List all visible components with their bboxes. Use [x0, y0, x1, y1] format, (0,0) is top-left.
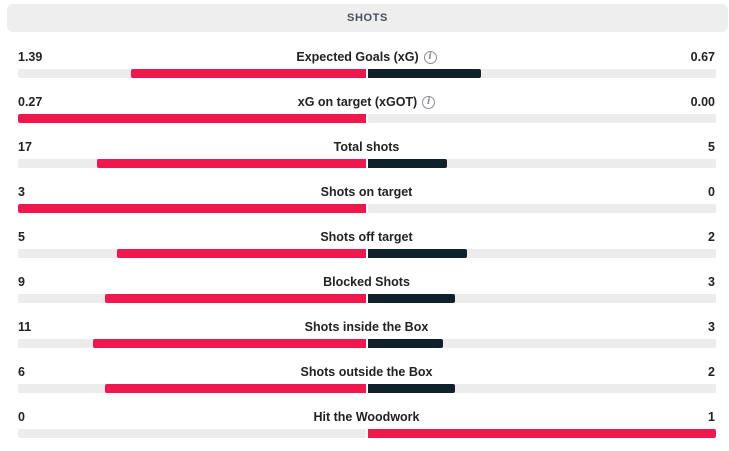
away-bar-fill [368, 69, 482, 78]
away-bar-fill [368, 429, 716, 438]
home-value: 0.27 [18, 95, 43, 109]
stat-label: Blocked Shots [18, 274, 715, 290]
stat-label-text: Blocked Shots [323, 275, 410, 289]
home-value: 9 [18, 275, 25, 289]
stat-label: Shots on target [18, 184, 715, 200]
home-bar-track [18, 294, 366, 303]
home-bar-track [18, 159, 366, 168]
away-bar-fill [368, 294, 455, 303]
away-bar-track [368, 384, 716, 393]
stat-label-text: Shots on target [320, 185, 413, 199]
stat-label-text: Total shots [333, 140, 400, 154]
home-bar-track [18, 249, 366, 258]
home-value: 0 [18, 410, 25, 424]
stat-row: 5 Shots off target 2 [18, 229, 716, 269]
stat-label: Shots inside the Box [18, 319, 715, 335]
stat-row: 0 Hit the Woodwork 1 [18, 409, 716, 449]
stat-label: xG on target (xGOT) i [18, 94, 715, 110]
stat-label-text: xG on target (xGOT) [297, 95, 418, 109]
away-value: 2 [708, 365, 715, 379]
stat-label-text: Expected Goals (xG) [296, 50, 419, 64]
stat-label-text: Hit the Woodwork [313, 410, 420, 424]
stat-label: Hit the Woodwork [18, 409, 715, 425]
away-value: 3 [708, 320, 715, 334]
home-bar-track [18, 204, 366, 213]
home-bar-fill [131, 69, 366, 78]
away-value: 0.00 [690, 95, 715, 109]
away-bar-track [368, 249, 716, 258]
stat-row: 3 Shots on target 0 [18, 184, 716, 224]
stat-row: 17 Total shots 5 [18, 139, 716, 179]
away-bar-track [368, 114, 716, 123]
stat-label-text: Shots off target [320, 230, 413, 244]
home-bar-fill [105, 294, 366, 303]
home-bar-fill [92, 339, 366, 348]
stat-label-text: Shots outside the Box [300, 365, 433, 379]
away-value: 0 [708, 185, 715, 199]
home-value: 3 [18, 185, 25, 199]
away-bar-track [368, 339, 716, 348]
stat-row: 11 Shots inside the Box 3 [18, 319, 716, 359]
home-value: 5 [18, 230, 25, 244]
away-bar-track [368, 159, 716, 168]
home-bar-fill [105, 384, 366, 393]
info-icon[interactable]: i [423, 50, 437, 64]
info-icon[interactable]: i [422, 95, 436, 109]
away-value: 2 [708, 230, 715, 244]
home-value: 17 [18, 140, 32, 154]
home-bar-fill [18, 204, 366, 213]
away-value: 1 [708, 410, 715, 424]
stat-label-text: Shots inside the Box [304, 320, 429, 334]
away-bar-track [368, 294, 716, 303]
away-bar-fill [368, 384, 455, 393]
home-bar-track [18, 429, 366, 438]
away-bar-fill [368, 159, 448, 168]
section-header-shots: SHOTS [7, 4, 728, 32]
away-value: 5 [708, 140, 715, 154]
away-bar-track [368, 204, 716, 213]
stat-label: Shots off target [18, 229, 715, 245]
section-title: SHOTS [347, 12, 388, 24]
home-value: 6 [18, 365, 25, 379]
away-bar-track [368, 69, 716, 78]
away-value: 3 [708, 275, 715, 289]
stat-label: Expected Goals (xG) i [18, 49, 715, 65]
home-bar-track [18, 339, 366, 348]
stat-row: 1.39 Expected Goals (xG) i 0.67 [18, 49, 716, 89]
home-bar-track [18, 384, 366, 393]
home-bar-fill [18, 114, 366, 123]
stat-row: 6 Shots outside the Box 2 [18, 364, 716, 404]
home-bar-track [18, 114, 366, 123]
away-bar-fill [368, 249, 468, 258]
home-bar-fill [117, 249, 366, 258]
stat-label: Shots outside the Box [18, 364, 715, 380]
away-value: 0.67 [690, 50, 715, 64]
home-value: 1.39 [18, 50, 43, 64]
stat-row: 9 Blocked Shots 3 [18, 274, 716, 314]
away-bar-track [368, 429, 716, 438]
stat-row: 0.27 xG on target (xGOT) i 0.00 [18, 94, 716, 134]
home-bar-track [18, 69, 366, 78]
stat-label: Total shots [18, 139, 715, 155]
home-bar-fill [97, 159, 366, 168]
away-bar-fill [368, 339, 443, 348]
home-value: 11 [18, 320, 32, 334]
